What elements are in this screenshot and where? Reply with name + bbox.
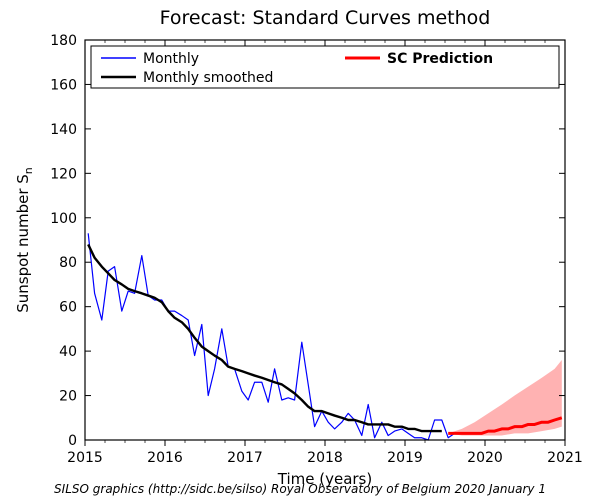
x-tick-label: 2019 [387,450,423,466]
x-tick-label: 2016 [147,450,183,466]
chart-svg: 2015 2016 2017 2018 2019 2020 2021 0 20 40 60 80 100… [0,0,600,500]
y-tick-label: 120 [50,166,77,182]
y-tick-label: 40 [59,344,77,360]
legend-label-smoothed: Monthly smoothed [143,70,273,86]
footer-text: SILSO graphics (http://sidc.be/silso) Ro… [54,482,546,496]
y-tick-label: 60 [59,300,77,316]
chart-container: 2015 2016 2017 2018 2019 2020 2021 0 20 40 60 80 100… [0,0,600,500]
y-tick-label: 80 [59,255,77,271]
y-tick-label: 160 [50,77,77,93]
y-tick-label: 100 [50,211,77,227]
x-tick-label: 2018 [307,450,343,466]
x-tick-label: 2017 [227,450,263,466]
chart-title: Forecast: Standard Curves method [160,7,491,29]
y-tick-label: 180 [50,33,77,49]
x-tick-label: 2021 [547,450,583,466]
x-tick-label: 2015 [67,450,103,466]
y-tick-label: 20 [59,389,77,405]
legend-label-prediction: SC Prediction [387,51,493,67]
y-tick-label: 140 [50,122,77,138]
legend-label-monthly: Monthly [143,51,199,67]
y-tick-label: 0 [68,433,77,449]
x-tick-label: 2020 [467,450,503,466]
y-axis-label: Sunspot number Sn [14,167,35,313]
